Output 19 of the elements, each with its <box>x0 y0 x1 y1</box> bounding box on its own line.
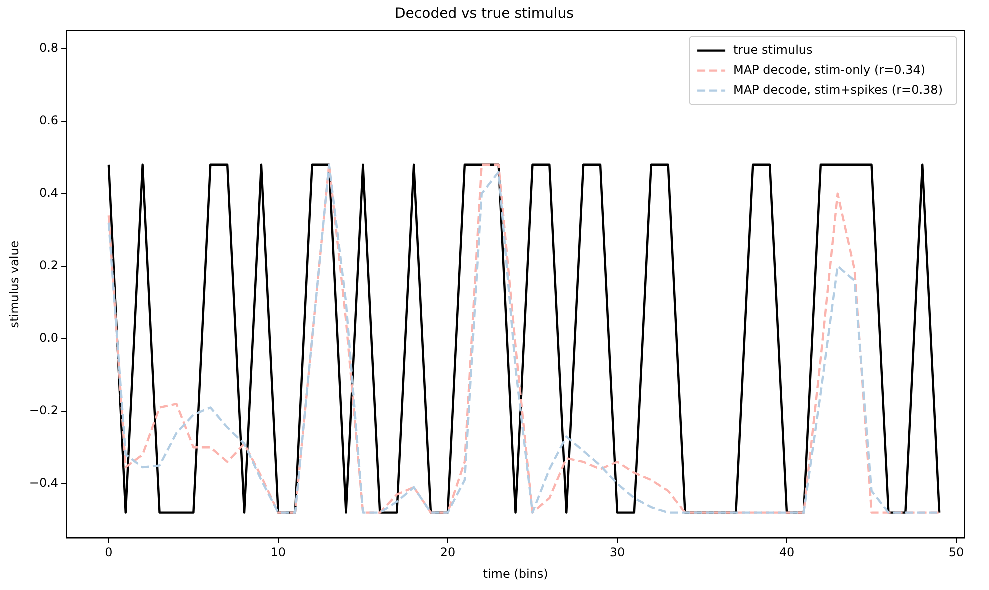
y-tick-label: 0.4 <box>39 186 59 200</box>
y-tick-label: 0.2 <box>39 258 59 273</box>
x-tick-label: 10 <box>270 546 286 560</box>
legend-label: MAP decode, stim-only (r=0.34) <box>734 62 926 77</box>
x-tick-label: 40 <box>779 546 795 560</box>
chart-title: Decoded vs true stimulus <box>395 6 574 22</box>
y-tick-label: 0.0 <box>39 330 59 345</box>
x-tick-label: 30 <box>610 546 626 560</box>
x-tick-label: 20 <box>440 546 456 560</box>
x-axis-title: time (bins) <box>483 566 548 581</box>
legend-label: true stimulus <box>734 42 813 57</box>
x-tick-label: 50 <box>948 546 964 560</box>
y-tick-label: 0.8 <box>39 41 59 56</box>
legend-label: MAP decode, stim+spikes (r=0.38) <box>734 82 944 97</box>
y-tick-label: −0.4 <box>29 476 59 490</box>
x-tick-label: 0 <box>105 546 113 560</box>
y-tick-label: 0.6 <box>39 114 59 128</box>
y-tick-label: −0.2 <box>29 403 59 418</box>
y-axis-title: stimulus value <box>7 240 22 328</box>
